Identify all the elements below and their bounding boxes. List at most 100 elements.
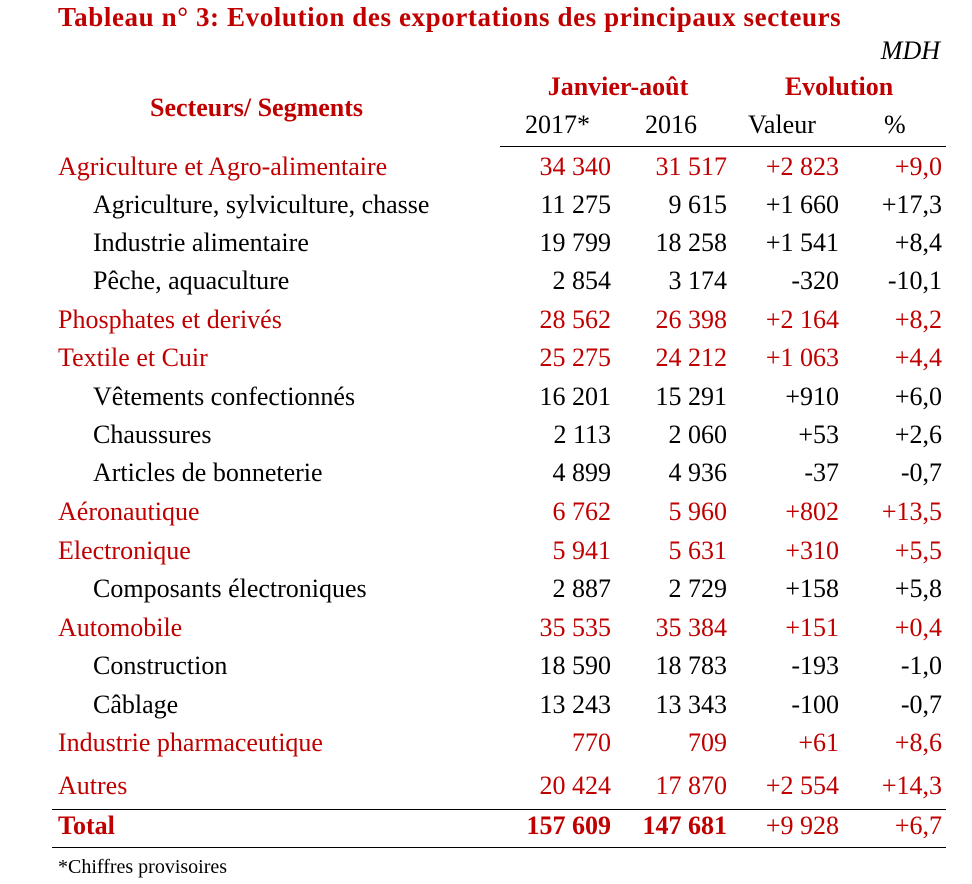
cell-valeur: +910 bbox=[785, 382, 839, 411]
row-label: Agriculture et Agro-alimentaire bbox=[58, 152, 388, 181]
cell-2017: 4 899 bbox=[552, 458, 612, 487]
table-row: Textile et Cuir 25 275 24 212 +1 063 +4,… bbox=[0, 343, 972, 381]
table-row: Vêtements confectionnés 16 201 15 291 +9… bbox=[0, 382, 972, 420]
cell-pct: +9,0 bbox=[894, 152, 942, 181]
table-row: Agriculture et Agro-alimentaire 34 340 3… bbox=[0, 152, 972, 190]
total-valeur: +9 928 bbox=[765, 811, 839, 840]
row-label: Articles de bonneterie bbox=[93, 458, 323, 487]
header-rule bbox=[500, 146, 946, 147]
table-title: Tableau n° 3: Evolution des exportations… bbox=[58, 2, 842, 32]
cell-pct: -0,7 bbox=[900, 458, 942, 487]
cell-pct: +13,5 bbox=[881, 497, 942, 526]
row-label: Aéronautique bbox=[58, 497, 200, 526]
cell-2016: 709 bbox=[688, 728, 727, 757]
cell-2016: 26 398 bbox=[655, 305, 728, 334]
cell-pct: +8,2 bbox=[894, 305, 942, 334]
cell-2017: 2 887 bbox=[552, 574, 612, 603]
header-col-valeur: Valeur bbox=[748, 110, 816, 139]
cell-2016: 35 384 bbox=[655, 613, 728, 642]
cell-valeur: +2 554 bbox=[765, 771, 839, 800]
table-row: Agriculture, sylviculture, chasse 11 275… bbox=[0, 190, 972, 228]
cell-valeur: +151 bbox=[785, 613, 839, 642]
cell-valeur: +1 541 bbox=[765, 228, 839, 257]
cell-2016: 5 960 bbox=[668, 497, 728, 526]
table-row: Pêche, aquaculture 2 854 3 174 -320 -10,… bbox=[0, 266, 972, 304]
cell-2017: 13 243 bbox=[539, 690, 612, 719]
cell-2016: 15 291 bbox=[655, 382, 728, 411]
row-label: Câblage bbox=[93, 690, 179, 719]
cell-2017: 34 340 bbox=[539, 152, 612, 181]
cell-2016: 31 517 bbox=[655, 152, 728, 181]
row-label: Phosphates et derivés bbox=[58, 305, 282, 334]
cell-pct: -10,1 bbox=[887, 266, 942, 295]
row-label: Composants électroniques bbox=[93, 574, 367, 603]
total-2016: 147 681 bbox=[642, 811, 728, 840]
cell-2016: 4 936 bbox=[668, 458, 728, 487]
table-row: Construction 18 590 18 783 -193 -1,0 bbox=[0, 651, 972, 689]
cell-valeur: +158 bbox=[785, 574, 839, 603]
cell-pct: +14,3 bbox=[881, 771, 942, 800]
row-label: Industrie pharmaceutique bbox=[58, 728, 323, 757]
header-period: Janvier-août bbox=[547, 72, 689, 101]
cell-pct: +17,3 bbox=[881, 190, 942, 219]
cell-2017: 20 424 bbox=[539, 771, 612, 800]
cell-valeur: +802 bbox=[785, 497, 839, 526]
cell-2017: 2 854 bbox=[552, 266, 612, 295]
header-col-2017: 2017* bbox=[525, 110, 590, 139]
table-row: Electronique 5 941 5 631 +310 +5,5 bbox=[0, 536, 972, 574]
table-row: Phosphates et derivés 28 562 26 398 +2 1… bbox=[0, 305, 972, 343]
cell-2016: 2 060 bbox=[668, 420, 728, 449]
cell-2016: 17 870 bbox=[655, 771, 728, 800]
cell-pct: +4,4 bbox=[894, 343, 942, 372]
cell-valeur: +310 bbox=[785, 536, 839, 565]
cell-2016: 9 615 bbox=[668, 190, 728, 219]
cell-2016: 5 631 bbox=[668, 536, 728, 565]
cell-valeur: -100 bbox=[791, 690, 839, 719]
table-row: Industrie pharmaceutique 770 709 +61 +8,… bbox=[0, 728, 972, 766]
cell-2017: 19 799 bbox=[539, 228, 612, 257]
cell-2016: 18 783 bbox=[655, 651, 728, 680]
header-col-2016: 2016 bbox=[645, 110, 697, 139]
table-row: Câblage 13 243 13 343 -100 -0,7 bbox=[0, 690, 972, 728]
table-row: Composants électroniques 2 887 2 729 +15… bbox=[0, 574, 972, 612]
row-label: Electronique bbox=[58, 536, 191, 565]
cell-2017: 770 bbox=[572, 728, 611, 757]
cell-2017: 25 275 bbox=[539, 343, 612, 372]
total-row: Total 157 609 147 681 +9 928 +6,7 bbox=[0, 811, 972, 849]
total-label: Total bbox=[58, 811, 115, 840]
cell-pct: +5,5 bbox=[894, 536, 942, 565]
cell-valeur: -320 bbox=[791, 266, 839, 295]
header-segments: Secteurs/ Segments bbox=[150, 93, 364, 122]
row-label: Automobile bbox=[58, 613, 183, 642]
cell-2017: 18 590 bbox=[539, 651, 612, 680]
cell-valeur: +2 823 bbox=[765, 152, 839, 181]
cell-pct: +2,6 bbox=[894, 420, 942, 449]
row-label: Textile et Cuir bbox=[58, 343, 208, 372]
header-col-pct: % bbox=[884, 110, 906, 139]
unit-label: MDH bbox=[880, 36, 940, 65]
cell-2017: 2 113 bbox=[553, 420, 611, 449]
total-rule-top bbox=[52, 809, 946, 810]
cell-valeur: +61 bbox=[798, 728, 839, 757]
cell-pct: +6,0 bbox=[894, 382, 942, 411]
table-row: Aéronautique 6 762 5 960 +802 +13,5 bbox=[0, 497, 972, 535]
table-row: Autres 20 424 17 870 +2 554 +14,3 bbox=[0, 771, 972, 809]
table-row: Chaussures 2 113 2 060 +53 +2,6 bbox=[0, 420, 972, 458]
row-label: Industrie alimentaire bbox=[93, 228, 309, 257]
cell-2016: 3 174 bbox=[668, 266, 728, 295]
header-evolution: Evolution bbox=[784, 72, 894, 101]
table-row: Industrie alimentaire 19 799 18 258 +1 5… bbox=[0, 228, 972, 266]
cell-2017: 35 535 bbox=[539, 613, 612, 642]
cell-2017: 11 275 bbox=[540, 190, 611, 219]
cell-2016: 24 212 bbox=[655, 343, 728, 372]
cell-pct: +8,4 bbox=[894, 228, 942, 257]
total-2017: 157 609 bbox=[526, 811, 612, 840]
cell-pct: +0,4 bbox=[894, 613, 942, 642]
cell-2016: 2 729 bbox=[668, 574, 728, 603]
row-label: Vêtements confectionnés bbox=[93, 382, 356, 411]
cell-2017: 6 762 bbox=[552, 497, 612, 526]
row-label: Construction bbox=[93, 651, 228, 680]
footnote: *Chiffres provisoires bbox=[58, 856, 228, 878]
cell-valeur: +1 063 bbox=[765, 343, 839, 372]
cell-2016: 13 343 bbox=[655, 690, 728, 719]
